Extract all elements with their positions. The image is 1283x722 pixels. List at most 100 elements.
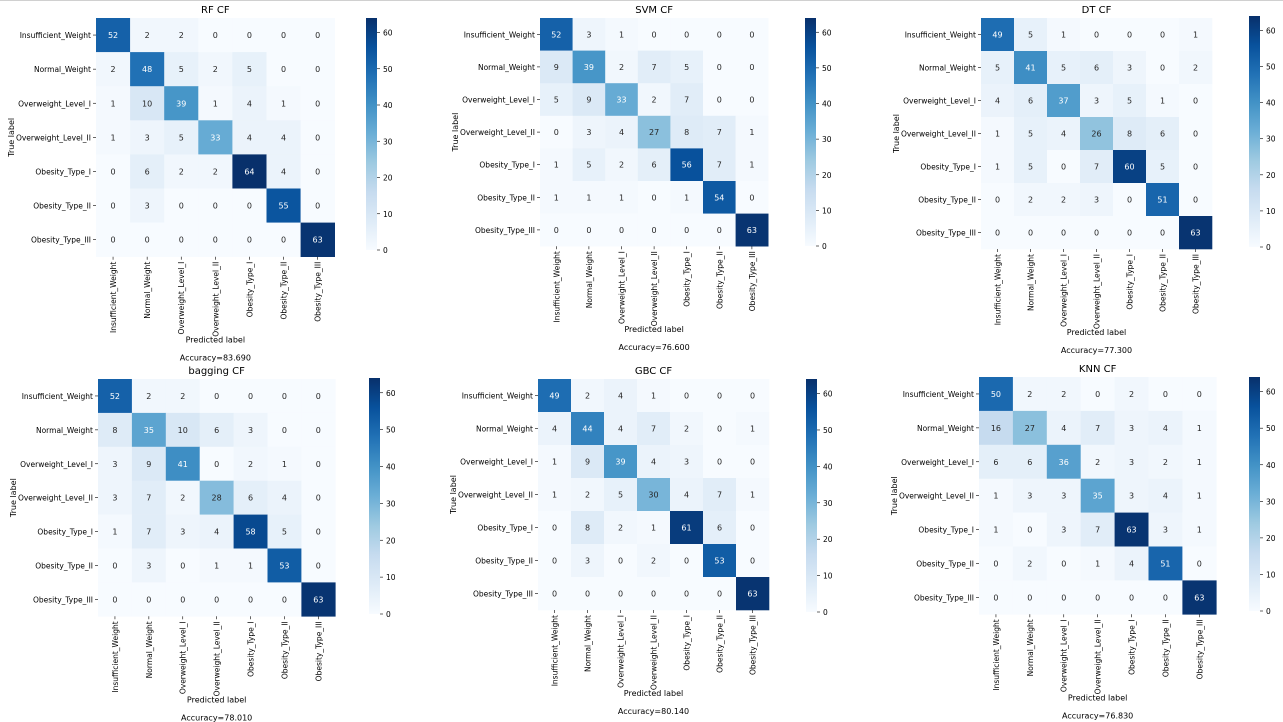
heatmap-cell (540, 181, 573, 214)
cell-value-label: 0 (1027, 593, 1032, 602)
y-tick-label: Overweight_Level_I (20, 460, 93, 469)
heatmap-cell (131, 412, 167, 448)
cell-value-label: 4 (1061, 130, 1066, 139)
heatmap-cell (164, 188, 199, 223)
cell-value-label: 58 (245, 528, 255, 537)
x-tick-label: Obesity_Type_II (1161, 619, 1170, 677)
colorbar-tick-label: 0 (386, 610, 391, 619)
cell-value-label: 0 (552, 557, 557, 566)
cell-value-label: 0 (1094, 31, 1099, 40)
cell-value-label: 1 (1095, 559, 1100, 568)
colorbar-tick-label: 30 (1266, 497, 1276, 506)
cell-value-label: 0 (619, 226, 624, 235)
heatmap-cell (199, 480, 234, 515)
x-tick-label: Insufficient_Weight (994, 254, 1003, 325)
heatmap-cell (1047, 84, 1081, 118)
heatmap-cell (572, 148, 606, 182)
cell-value-label: 7 (146, 528, 151, 537)
x-tick-label: Obesity_Type_I (683, 615, 692, 671)
cell-value-label: 39 (584, 63, 594, 72)
heatmap-cell (1080, 84, 1114, 118)
cell-value-label: 7 (652, 63, 657, 72)
heatmap-cell (98, 582, 133, 617)
cell-value-label: 0 (111, 236, 116, 245)
cell-value-label: 0 (1193, 196, 1198, 205)
heatmap-cell (1146, 84, 1180, 118)
cell-value-label: 0 (618, 557, 623, 566)
x-tick-label: Insufficient_Weight (111, 621, 120, 692)
x-tick-label: Overweight_Level_II (650, 615, 659, 690)
colorbar-tick-label: 40 (822, 100, 832, 109)
heatmap-cell (604, 445, 638, 479)
heatmap-cell (703, 511, 737, 545)
cell-value-label: 6 (145, 167, 150, 176)
y-tick-label: Obesity_Type_I (477, 524, 533, 533)
colorbar-tick-label: 30 (383, 137, 393, 146)
cell-value-label: 1 (282, 460, 287, 469)
cell-value-label: 5 (684, 63, 689, 72)
heatmap-cell (232, 154, 267, 189)
heatmap-cell (1014, 183, 1048, 217)
x-tick-label: Obesity_Type_I (245, 262, 254, 318)
colorbar (1249, 16, 1260, 247)
heatmap-cell (164, 222, 199, 257)
heatmap-cell (130, 18, 165, 53)
cell-value-label: 0 (1193, 97, 1198, 106)
cell-value-label: 3 (112, 460, 117, 469)
heatmap-cell (604, 478, 638, 512)
heatmap-cell (703, 379, 737, 413)
heatmap-cell (199, 379, 234, 414)
heatmap-cell (637, 213, 671, 247)
cell-value-label: 0 (316, 528, 321, 537)
heatmap-cell (981, 216, 1015, 250)
cell-value-label: 0 (717, 30, 722, 39)
cell-value-label: 0 (281, 236, 286, 245)
cell-value-label: 5 (554, 96, 559, 105)
colorbar-tick-label: 40 (383, 101, 393, 110)
heatmap-cell (1182, 410, 1217, 446)
heatmap-cell (1182, 546, 1217, 581)
heatmap-cell (1080, 150, 1114, 184)
y-axis-label: True label (892, 114, 901, 154)
colorbar-tick-label: 20 (1266, 171, 1276, 180)
heatmap-cell (1148, 512, 1183, 547)
cell-value-label: 0 (213, 31, 218, 40)
colorbar-tick-label: 0 (823, 608, 828, 617)
y-tick-label: Insufficient_Weight (22, 392, 93, 401)
cell-value-label: 64 (244, 167, 254, 176)
colorbar-tick-label: 50 (386, 426, 396, 435)
heatmap-cell (130, 120, 165, 155)
heatmap-cell (637, 511, 671, 545)
y-axis-label: True label (449, 475, 458, 515)
cell-value-label: 5 (179, 65, 184, 74)
cell-value-label: 55 (278, 202, 288, 211)
y-tick-label: Overweight_Level_II (901, 130, 976, 139)
heatmap-cell (232, 86, 267, 121)
heatmap-cell (538, 577, 572, 611)
heatmap-cell (605, 115, 639, 149)
y-tick-label: Obesity_Type_I (37, 528, 93, 537)
cell-value-label: 3 (180, 528, 185, 537)
heatmap-cell (198, 222, 233, 257)
cell-value-label: 1 (214, 561, 219, 570)
cell-value-label: 6 (1028, 97, 1033, 106)
heatmap-cell (300, 18, 335, 53)
colorbar-tick-label: 60 (822, 28, 832, 37)
cell-value-label: 0 (1197, 390, 1202, 399)
cell-value-label: 0 (112, 595, 117, 604)
cell-value-label: 1 (1197, 458, 1202, 467)
cell-value-label: 7 (1095, 424, 1100, 433)
cell-value-label: 51 (1160, 559, 1170, 568)
heatmap-cell (1047, 18, 1081, 52)
cell-value-label: 36 (1059, 458, 1069, 467)
x-tick-label: Normal_Weight (145, 621, 154, 678)
heatmap-cell (233, 446, 268, 481)
y-tick-label: Overweight_Level_I (18, 99, 91, 108)
heatmap-cell (538, 445, 572, 479)
y-tick-label: Obesity_Type_III (473, 590, 533, 599)
cell-value-label: 3 (586, 128, 591, 137)
y-tick-label: Obesity_Type_I (479, 161, 535, 170)
heatmap-cell (703, 18, 736, 51)
